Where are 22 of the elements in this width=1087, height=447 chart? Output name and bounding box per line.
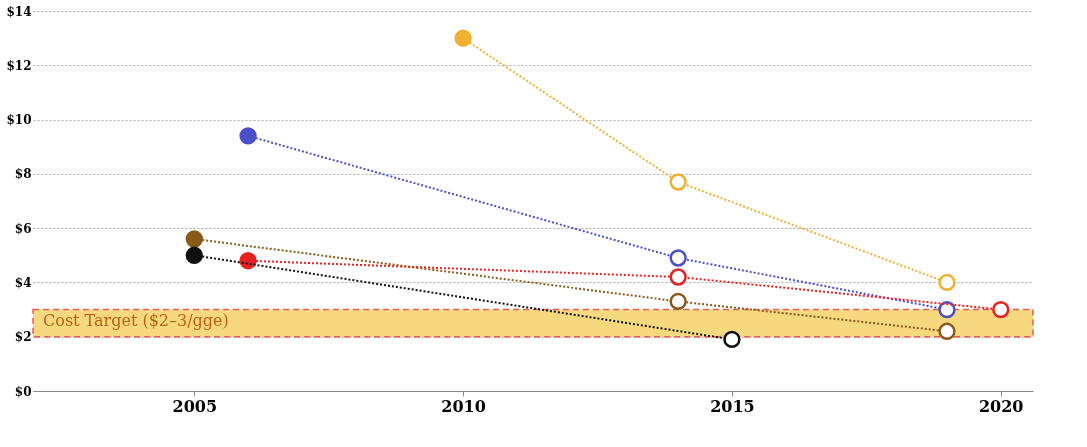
band-label: Cost Target ($2–3/gge) xyxy=(43,310,229,330)
point xyxy=(992,300,1010,319)
point xyxy=(669,173,687,191)
y-tick-label: $0 xyxy=(14,384,32,399)
point xyxy=(938,300,956,319)
y-tick-label: $14 xyxy=(6,4,32,19)
point xyxy=(669,249,687,267)
point xyxy=(723,330,741,349)
y-tick-label: $8 xyxy=(14,167,32,182)
y-tick-label: $12 xyxy=(6,58,32,73)
x-tick-label: 2020 xyxy=(978,396,1024,416)
point xyxy=(669,268,687,286)
point xyxy=(938,322,956,340)
point xyxy=(938,273,956,292)
x-tick-label: 2005 xyxy=(172,396,218,416)
y-tick-label: $6 xyxy=(14,221,32,236)
x-tick-label: 2015 xyxy=(710,396,755,416)
y-tick-label: $10 xyxy=(6,113,32,128)
point xyxy=(669,292,687,311)
y-tick-label: $2 xyxy=(14,330,32,345)
y-tick-label: $4 xyxy=(14,275,32,290)
x-tick-label: 2010 xyxy=(441,396,486,416)
